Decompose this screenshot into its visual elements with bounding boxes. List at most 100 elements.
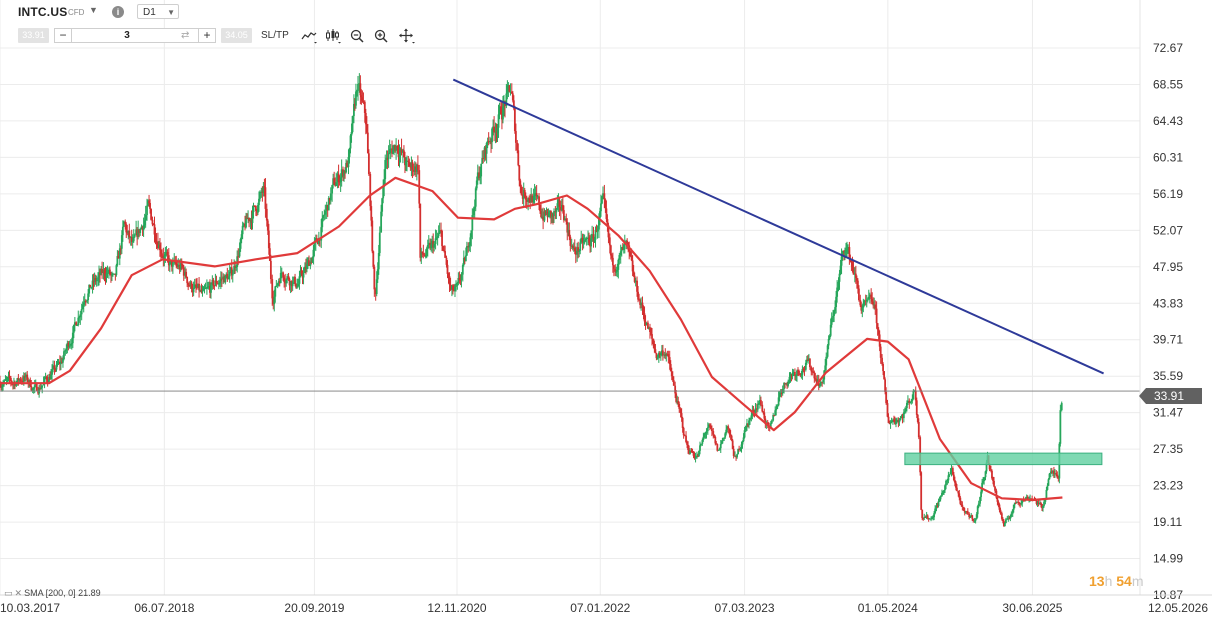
candle <box>519 178 522 193</box>
candle <box>412 163 415 177</box>
remove-indicator-icon[interactable]: ✕ <box>14 588 23 598</box>
candle <box>407 155 410 168</box>
candle <box>971 514 974 522</box>
candle <box>111 271 113 282</box>
candle <box>320 219 323 249</box>
sell-price-button[interactable]: 33.91 <box>18 28 49 43</box>
candle <box>641 296 644 315</box>
candle <box>551 212 553 224</box>
candle <box>569 234 572 252</box>
candle <box>911 394 914 404</box>
candle <box>923 513 926 521</box>
candle <box>927 517 930 522</box>
candle <box>92 273 95 290</box>
candle <box>674 381 677 399</box>
candle <box>606 214 609 232</box>
candle <box>201 285 204 297</box>
candle <box>381 197 384 217</box>
candle <box>572 242 575 252</box>
candlestick-icon[interactable] <box>324 28 342 44</box>
candle <box>32 386 35 394</box>
candle <box>502 95 504 124</box>
candle <box>487 132 490 146</box>
candle <box>763 408 766 421</box>
candle <box>821 381 824 387</box>
candle <box>58 355 61 371</box>
candle <box>410 156 413 177</box>
candle <box>158 240 160 249</box>
candle <box>371 216 374 254</box>
symbol-name[interactable]: INTC.US <box>18 5 68 19</box>
volume-decrease-button[interactable]: − <box>55 29 72 42</box>
sltp-button[interactable]: SL/TP <box>261 30 289 41</box>
candle <box>596 225 599 239</box>
zoom-in-icon[interactable] <box>373 28 391 44</box>
trendline[interactable] <box>452 78 1104 375</box>
candle <box>187 282 190 291</box>
candle <box>293 276 295 285</box>
candle <box>463 256 466 265</box>
indicator-settings-icon[interactable]: ▭ <box>4 588 13 598</box>
candle <box>565 213 568 225</box>
candle <box>994 486 996 493</box>
candle <box>228 264 231 283</box>
candle <box>354 98 356 111</box>
candle <box>53 360 56 375</box>
candle <box>883 371 885 380</box>
candle <box>380 204 383 233</box>
candle <box>836 280 839 303</box>
candle <box>500 101 502 115</box>
volume-increase-button[interactable]: + <box>198 29 215 42</box>
candle <box>670 367 673 381</box>
candle <box>430 238 433 252</box>
candle <box>44 372 47 379</box>
candle <box>582 233 585 249</box>
timeframe-select[interactable]: D1 ▼ <box>137 4 179 19</box>
crosshair-icon[interactable] <box>398 28 416 44</box>
candle <box>337 164 340 188</box>
candle <box>668 350 671 370</box>
sma-indicator-label[interactable]: ▭ ✕ SMA [200, 0] 21.89 <box>4 588 101 599</box>
candle <box>900 414 903 419</box>
support-zone-rect[interactable] <box>904 452 1103 466</box>
symbol-dropdown-icon[interactable]: ▼ <box>89 5 98 15</box>
candle <box>363 100 366 123</box>
info-icon[interactable]: i <box>112 6 124 18</box>
candle <box>184 266 187 279</box>
candle <box>26 370 29 383</box>
candle <box>69 339 72 349</box>
candle <box>901 413 904 424</box>
candle <box>921 509 924 521</box>
candle <box>348 147 351 164</box>
candle <box>223 274 226 283</box>
candle <box>629 250 632 258</box>
candle <box>592 226 595 248</box>
candle <box>609 244 612 260</box>
candle <box>617 258 620 279</box>
candle <box>468 241 471 252</box>
candle <box>334 177 337 187</box>
swap-icon[interactable]: ⇄ <box>181 30 190 41</box>
candle <box>153 216 156 243</box>
line-chart-icon[interactable] <box>300 28 318 44</box>
buy-price-button[interactable]: 34.05 <box>221 28 252 43</box>
candle <box>881 354 883 366</box>
volume-input[interactable]: 3 <box>124 30 130 41</box>
candle <box>311 256 314 263</box>
candle <box>204 282 207 290</box>
instrument-type-label: CFD <box>68 8 85 17</box>
candle <box>530 187 533 203</box>
candle <box>457 272 460 286</box>
candle <box>616 263 619 278</box>
zoom-out-icon[interactable] <box>349 28 367 44</box>
x-tick-label: 10.03.2017 <box>0 601 60 615</box>
candle <box>693 451 696 460</box>
countdown-hours-unit: h <box>1104 573 1113 589</box>
candle <box>794 368 796 381</box>
candle <box>192 281 195 297</box>
candle <box>141 225 144 236</box>
candle <box>323 209 326 221</box>
candle <box>615 266 618 277</box>
candle <box>801 365 804 380</box>
